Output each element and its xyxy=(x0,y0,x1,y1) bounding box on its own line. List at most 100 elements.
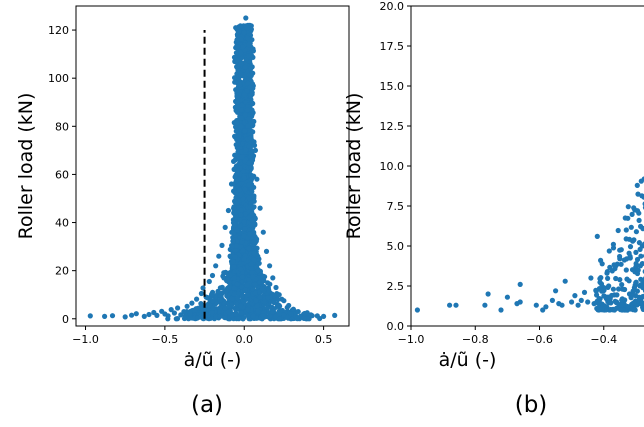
scatter-point xyxy=(254,303,260,309)
scatter-point xyxy=(249,107,255,114)
scatter-point xyxy=(640,294,644,300)
scatter-point xyxy=(187,310,193,317)
scatter-point xyxy=(251,250,257,257)
scatter-point xyxy=(252,290,258,296)
scatter-point xyxy=(633,261,639,267)
y-tick-label: 20 xyxy=(55,265,69,278)
scatter-point xyxy=(270,275,276,281)
scatter-point xyxy=(209,272,216,279)
scatter-point xyxy=(245,35,251,41)
scatter-point xyxy=(619,297,625,303)
scatter-point xyxy=(146,311,152,318)
scatter-point xyxy=(302,310,308,317)
scatter-point xyxy=(249,217,255,223)
y-tick-label: 60 xyxy=(55,168,69,181)
scatter-point xyxy=(244,292,251,298)
scatter-point xyxy=(635,191,641,197)
scatter-point xyxy=(294,315,300,321)
scatter-point xyxy=(598,275,604,281)
scatter-point xyxy=(594,233,600,239)
scatter-point xyxy=(267,281,273,287)
y-axis-label: Roller load (kN) xyxy=(15,93,37,240)
scatter-point xyxy=(585,299,591,305)
y-tick-label: 0 xyxy=(62,313,69,326)
scatter-point xyxy=(295,309,301,315)
scatter-point xyxy=(234,99,240,105)
scatter-point xyxy=(605,275,611,281)
scatter-point xyxy=(238,284,245,290)
scatter-point xyxy=(248,52,254,58)
scatter-point xyxy=(222,305,228,311)
scatter-point xyxy=(611,307,618,313)
scatter-point xyxy=(237,192,243,198)
scatter-point xyxy=(209,291,215,297)
panel-label: (b) xyxy=(515,392,548,418)
scatter-point xyxy=(235,291,241,297)
scatter-point xyxy=(254,176,260,182)
y-tick-label: 120 xyxy=(48,24,69,37)
scatter-point xyxy=(231,275,237,281)
scatter-point xyxy=(236,187,243,193)
scatter-point xyxy=(231,205,237,211)
scatter-point xyxy=(244,25,250,31)
scatter-point xyxy=(231,210,237,216)
scatter-point xyxy=(266,287,272,294)
scatter-point xyxy=(246,116,252,122)
scatter-point xyxy=(181,309,187,315)
scatter-point xyxy=(626,250,632,256)
scatter-point xyxy=(617,307,624,313)
scatter-point xyxy=(235,44,241,50)
scatter-point xyxy=(559,302,565,308)
scatter-point xyxy=(271,300,277,306)
scatter-point xyxy=(259,286,265,292)
scatter-point xyxy=(233,142,239,148)
scatter-point xyxy=(165,313,171,319)
scatter-point xyxy=(248,73,254,79)
y-tick-label: 2.5 xyxy=(387,280,405,293)
scatter-point xyxy=(219,284,225,290)
y-tick-label: 100 xyxy=(48,72,69,85)
scatter-point xyxy=(240,44,246,50)
scatter-point xyxy=(241,29,247,36)
scatter-point xyxy=(617,277,623,283)
scatter-point xyxy=(251,232,257,238)
scatter-point xyxy=(617,302,623,308)
scatter-point xyxy=(237,303,244,309)
scatter-point xyxy=(276,292,282,298)
scatter-point xyxy=(549,297,556,303)
scatter-point xyxy=(242,211,248,217)
scatter-point xyxy=(246,143,252,149)
scatter-point xyxy=(154,312,160,318)
scatter-point xyxy=(230,238,236,244)
scatter-point xyxy=(178,312,184,318)
scatter-point xyxy=(599,261,605,267)
scatter-point xyxy=(634,288,641,294)
scatter-point xyxy=(314,313,320,319)
scatter-point xyxy=(246,182,252,188)
x-tick-label: −0.8 xyxy=(462,333,489,346)
y-tick-label: 5.0 xyxy=(387,240,405,253)
scatter-point xyxy=(622,286,628,293)
scatter-point xyxy=(598,281,605,287)
scatter-point xyxy=(606,300,612,306)
scatter-point xyxy=(239,274,245,280)
scatter-point xyxy=(629,267,636,273)
data-points-a xyxy=(87,15,338,322)
scatter-point xyxy=(245,306,251,313)
scatter-point xyxy=(533,302,539,308)
y-tick-label: 40 xyxy=(55,217,69,230)
scatter-point xyxy=(234,170,240,176)
scatter-point xyxy=(194,296,200,302)
scatter-point xyxy=(627,244,634,250)
x-tick-label: 0.5 xyxy=(315,333,333,346)
scatter-point xyxy=(543,304,549,310)
scatter-point xyxy=(171,310,177,316)
scatter-point xyxy=(222,224,228,230)
scatter-point xyxy=(498,307,504,313)
scatter-point xyxy=(232,254,238,260)
scatter-point xyxy=(236,82,243,88)
scatter-point xyxy=(286,302,292,309)
scatter-point xyxy=(256,260,262,266)
scatter-point xyxy=(255,267,261,274)
